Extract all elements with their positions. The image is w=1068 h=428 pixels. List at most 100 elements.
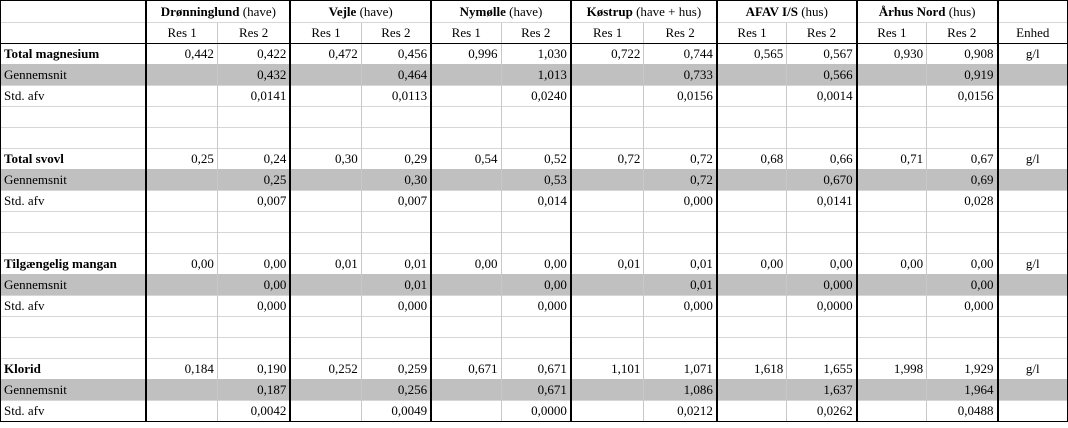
blank-row <box>0 127 1068 149</box>
empty-cell <box>289 64 362 86</box>
result-value: 0,72 <box>643 148 717 170</box>
res1-header: Res 1 <box>430 22 501 44</box>
empty-cell <box>360 106 432 128</box>
empty-cell <box>855 106 927 128</box>
empty-cell <box>715 85 787 107</box>
blank-label <box>0 232 147 254</box>
average-value: 0,464 <box>360 64 432 86</box>
result-value: 0,24 <box>216 148 291 170</box>
corner-cell <box>0 0 147 23</box>
empty-cell <box>216 232 291 254</box>
empty-cell <box>360 337 432 359</box>
empty-cell <box>145 379 218 401</box>
empty-cell <box>500 337 571 359</box>
res-header-row: Res 1 Res 2 Res 1 Res 2 Res 1 Res 2 Res … <box>0 22 1068 44</box>
result-value: 1,998 <box>855 358 927 380</box>
empty-cell <box>715 337 787 359</box>
std-dev-label: Std. afv <box>0 190 147 212</box>
std-dev-label: Std. afv <box>0 295 147 317</box>
std-dev-value: 0,0488 <box>926 400 998 422</box>
average-row: Gennemsnit 0,00 0,01 0,00 0,01 0,000 0,00 <box>0 274 1068 296</box>
empty-cell <box>145 232 218 254</box>
unit-cell-empty <box>996 274 1068 296</box>
res1-header: Res 1 <box>715 22 787 44</box>
empty-cell <box>643 337 717 359</box>
result-value: 0,68 <box>715 148 787 170</box>
result-value: 0,259 <box>360 358 432 380</box>
empty-cell <box>786 316 857 338</box>
empty-cell <box>145 106 218 128</box>
empty-cell <box>216 337 291 359</box>
measurement-row: Total svovl 0,25 0,24 0,30 0,29 0,54 0,52 0,72 0… <box>0 148 1068 170</box>
std-dev-value: 0,0042 <box>216 400 291 422</box>
empty-cell <box>715 106 787 128</box>
empty-cell <box>855 169 927 191</box>
average-value: 0,69 <box>926 169 998 191</box>
std-dev-value: 0,0049 <box>360 400 432 422</box>
std-dev-value: 0,000 <box>500 295 571 317</box>
result-value: 0,30 <box>289 148 362 170</box>
empty-cell <box>145 211 218 233</box>
empty-cell <box>569 295 644 317</box>
average-value: 0,00 <box>500 274 571 296</box>
std-dev-value: 0,000 <box>216 295 291 317</box>
result-value: 0,66 <box>786 148 857 170</box>
average-value: 0,53 <box>500 169 571 191</box>
empty-cell <box>216 316 291 338</box>
empty-cell <box>289 316 362 338</box>
unit-header: Enhed <box>996 22 1068 44</box>
average-label: Gennemsnit <box>0 64 147 86</box>
result-value: 0,00 <box>430 253 501 275</box>
empty-cell <box>926 337 998 359</box>
unit-cell: g/l <box>996 43 1068 65</box>
empty-cell <box>430 211 501 233</box>
result-value: 0,456 <box>360 43 432 65</box>
empty-cell <box>786 127 857 149</box>
empty-cell <box>430 295 501 317</box>
empty-cell <box>855 379 927 401</box>
average-value: 0,919 <box>926 64 998 86</box>
result-value: 0,00 <box>500 253 571 275</box>
empty-cell <box>289 232 362 254</box>
blank-label <box>0 211 147 233</box>
empty-cell <box>569 127 644 149</box>
std-dev-value: 0,0141 <box>216 85 291 107</box>
empty-cell <box>643 316 717 338</box>
empty-cell <box>430 190 501 212</box>
empty-cell <box>569 316 644 338</box>
empty-cell <box>500 316 571 338</box>
empty-cell <box>715 169 787 191</box>
average-row: Gennemsnit 0,25 0,30 0,53 0,72 0,670 0,69 <box>0 169 1068 191</box>
empty-cell <box>216 106 291 128</box>
res2-header: Res 2 <box>216 22 291 44</box>
average-value: 0,01 <box>643 274 717 296</box>
res1-header: Res 1 <box>289 22 362 44</box>
empty-cell <box>145 169 218 191</box>
empty-cell <box>500 232 571 254</box>
empty-cell <box>500 127 571 149</box>
empty-cell <box>289 274 362 296</box>
empty-cell <box>289 85 362 107</box>
std-dev-value: 0,007 <box>360 190 432 212</box>
result-value: 0,01 <box>360 253 432 275</box>
std-dev-value: 0,0156 <box>643 85 717 107</box>
result-value: 0,472 <box>289 43 362 65</box>
empty-cell <box>855 295 927 317</box>
unit-cell-empty <box>996 232 1068 254</box>
res2-header: Res 2 <box>360 22 432 44</box>
std-dev-row: Std. afv 0,000 0,000 0,000 0,000 0,0000 0,000 <box>0 295 1068 317</box>
average-value: 1,637 <box>786 379 857 401</box>
site-header-vejle: Vejle (have) <box>289 0 432 23</box>
unit-cell: g/l <box>996 148 1068 170</box>
result-value: 1,618 <box>715 358 787 380</box>
average-value: 0,000 <box>786 274 857 296</box>
std-dev-value: 0,000 <box>643 190 717 212</box>
empty-cell <box>569 232 644 254</box>
result-value: 0,422 <box>216 43 291 65</box>
result-value: 0,00 <box>715 253 787 275</box>
unit-cell-empty <box>996 85 1068 107</box>
site-header-afav: AFAV I/S (hus) <box>715 0 857 23</box>
empty-cell <box>289 337 362 359</box>
result-value: 0,671 <box>500 358 571 380</box>
empty-cell <box>569 379 644 401</box>
